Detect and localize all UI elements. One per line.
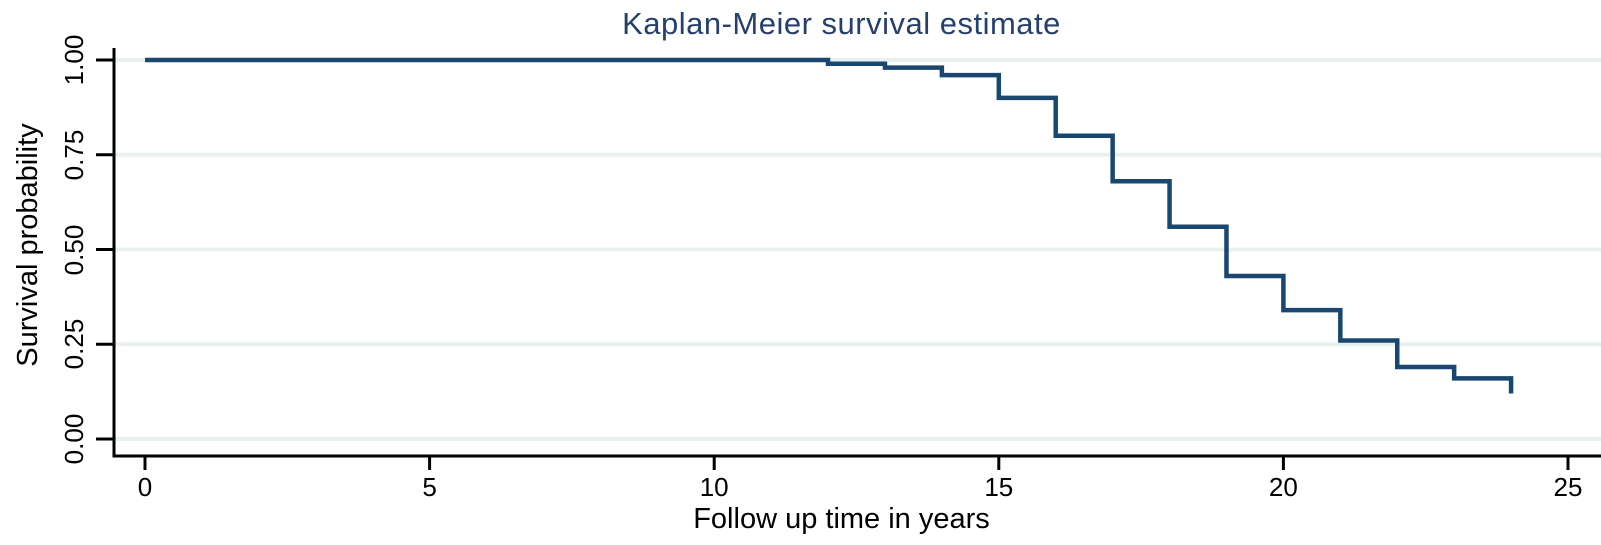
x-tick-label: 5 <box>422 472 437 502</box>
km-survival-curve <box>145 57 1514 394</box>
y-tick-label: 0.25 <box>59 318 89 370</box>
x-tick-label: 25 <box>1553 472 1583 502</box>
y-axis-label: Survival probability <box>12 123 44 367</box>
y-tick-label: 1.00 <box>59 34 89 86</box>
y-tick-label: 0.00 <box>59 413 89 465</box>
y-tick-label: 0.50 <box>59 224 89 275</box>
x-tick-label: 10 <box>699 472 729 502</box>
x-tick-label: 0 <box>137 472 153 502</box>
chart-title: Kaplan-Meier survival estimate <box>622 6 1061 41</box>
x-axis-label: Follow up time in years <box>693 503 990 535</box>
x-tick-label: 15 <box>984 472 1014 502</box>
x-tick-label: 20 <box>1268 472 1298 502</box>
y-tick-label: 0.75 <box>59 129 89 181</box>
